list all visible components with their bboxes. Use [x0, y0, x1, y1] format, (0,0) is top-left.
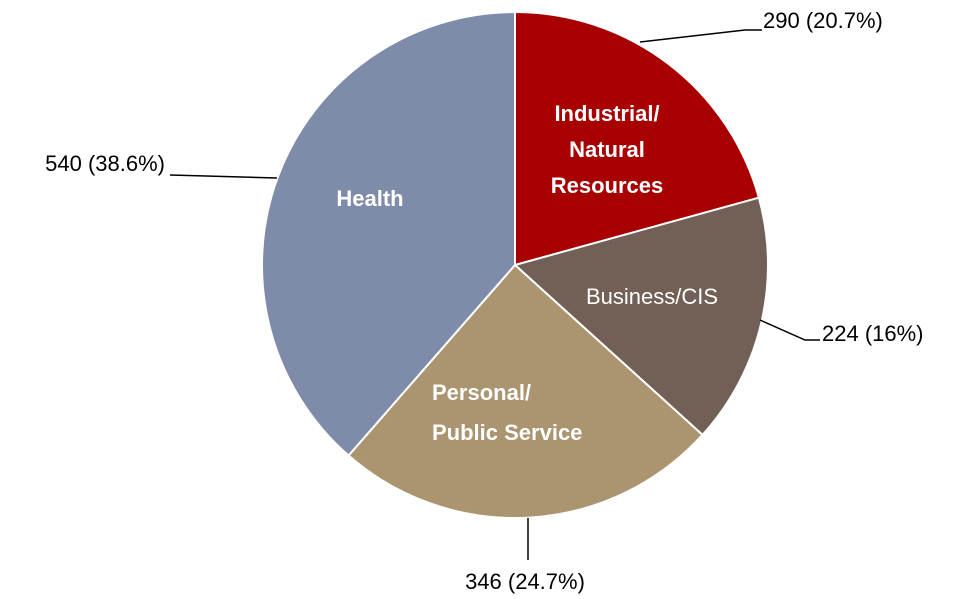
pie-slice [512, 196, 769, 437]
slice-label: Natural [569, 137, 645, 162]
pie-slice [261, 10, 516, 457]
slice-label: Health [336, 186, 403, 211]
slice-label: Personal/ [432, 380, 531, 405]
slice-label: Public Service [432, 420, 582, 445]
leader-line [759, 319, 820, 341]
value-label: 540 (38.6%) [45, 151, 165, 176]
leader-line [639, 29, 762, 43]
slice-label: Resources [551, 173, 664, 198]
pie-slice [347, 263, 704, 519]
leader-line [169, 174, 278, 179]
slice-label: Industrial/ [554, 101, 659, 126]
pie-slice [514, 10, 761, 267]
value-label: 224 (16%) [822, 321, 924, 346]
value-label: 346 (24.7%) [465, 569, 585, 594]
slice-label: Business/CIS [586, 284, 718, 309]
value-label: 290 (20.7%) [763, 8, 883, 33]
